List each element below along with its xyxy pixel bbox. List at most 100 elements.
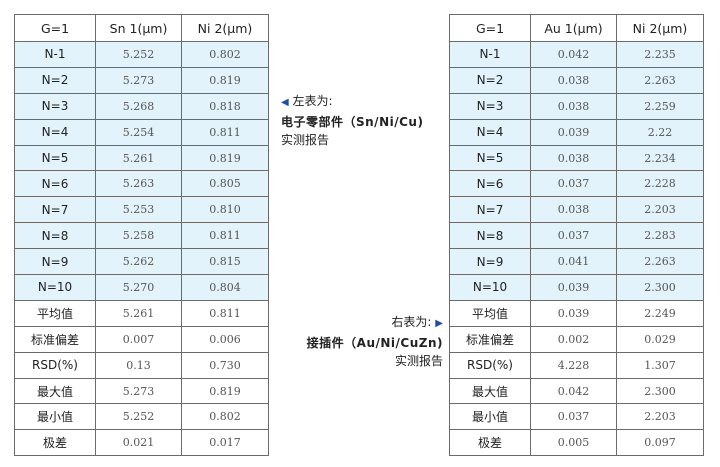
table-cell: N=7 [449,196,531,224]
table-cell: 0.811 [181,118,269,146]
table-cell: 最大值 [14,377,96,405]
table-cell: N=3 [14,92,96,120]
table-cell: 0.005 [530,429,617,457]
stats-row: RSD(%) 4.228 1.307 [449,351,704,379]
table-cell: 0.802 [181,41,269,68]
column-header: Au 1(μm) [530,14,617,42]
table-cell: 5.273 [95,377,182,405]
column-header: G=1 [14,14,96,42]
table-cell: 0.810 [181,196,269,224]
table-row: N-1 0.042 2.235 [449,41,704,68]
table-cell: 0.042 [530,377,617,405]
left-note-label: 左表为: [292,94,333,108]
table-cell: N-1 [14,41,96,68]
table-cell: N=4 [14,118,96,146]
table-row: N=9 0.041 2.263 [449,248,704,276]
table-cell: N=10 [449,274,531,301]
table-cell: 0.819 [181,377,269,405]
table-cell: 0.819 [181,66,269,94]
table-row: N=6 5.263 0.805 [14,170,269,198]
table-cell: 0.805 [181,170,269,198]
table-cell: 0.038 [530,196,617,224]
table-row: N=2 0.038 2.263 [449,66,704,94]
table-cell: N=2 [14,66,96,94]
table-cell: 5.262 [95,248,182,276]
table-cell: 5.273 [95,66,182,94]
table-cell: 0.818 [181,92,269,120]
table-cell: 5.263 [95,170,182,198]
table-cell: 2.228 [616,170,704,198]
table-cell: N=9 [14,248,96,276]
stats-row: 平均值 5.261 0.811 [14,299,269,327]
table-row: N=3 0.038 2.259 [449,92,704,120]
column-header: G=1 [449,14,531,42]
table-cell: 0.037 [530,403,617,431]
table-cell: 0.811 [181,299,269,327]
table-row: N=4 5.254 0.811 [14,118,269,146]
table-cell: N=6 [14,170,96,198]
stats-row: 标准偏差 0.007 0.006 [14,325,269,353]
table-row: N=5 0.038 2.234 [449,144,704,172]
table-cell: 2.203 [616,403,704,431]
table-cell: 0.037 [530,222,617,250]
stats-row: 标准偏差 0.002 0.029 [449,325,704,353]
table-row: N=7 5.253 0.810 [14,196,269,224]
table-cell: N=7 [14,196,96,224]
table-cell: N=10 [14,274,96,301]
table-cell: N=4 [449,118,531,146]
stats-row: RSD(%) 0.13 0.730 [14,351,269,379]
table-row: N=2 5.273 0.819 [14,66,269,94]
table-cell: 2.234 [616,144,704,172]
stats-row: 最大值 0.042 2.300 [449,377,704,405]
table-cell: 2.300 [616,377,704,405]
table-cell: 2.263 [616,66,704,94]
table-cell: 2.249 [616,299,704,327]
table-cell: 极差 [14,429,96,457]
table-row: N=5 5.261 0.819 [14,144,269,172]
table-cell: 0.811 [181,222,269,250]
table-cell: 0.041 [530,248,617,276]
table-cell: N=6 [449,170,531,198]
table-cell: 0.007 [95,325,182,353]
table-cell: 2.235 [616,41,704,68]
table-cell: 2.300 [616,274,704,301]
column-header: Ni 2(μm) [616,14,704,42]
table-cell: RSD(%) [14,351,96,379]
table-row: N=3 5.268 0.818 [14,92,269,120]
table-cell: 0.097 [616,429,704,457]
table-cell: 5.258 [95,222,182,250]
stats-row: 最小值 5.252 0.802 [14,403,269,431]
table-cell: 最小值 [449,403,531,431]
table-cell: 平均值 [14,299,96,327]
table-cell: RSD(%) [449,351,531,379]
table-cell: 0.006 [181,325,269,353]
right-note-label: 右表为: [391,315,432,329]
table-cell: 2.283 [616,222,704,250]
table-cell: 1.307 [616,351,704,379]
table-cell: 0.037 [530,170,617,198]
table-cell: 0.002 [530,325,617,353]
table-cell: 5.261 [95,299,182,327]
stats-row: 极差 0.021 0.017 [14,429,269,457]
table-cell: N=3 [449,92,531,120]
table-cell: 2.203 [616,196,704,224]
table-cell: 0.039 [530,118,617,146]
table-cell: 0.021 [95,429,182,457]
left-note-subtitle: 实测报告 [281,133,330,147]
table-cell: 0.017 [181,429,269,457]
triangle-left-icon: ◀ [281,97,289,108]
table-cell: 最小值 [14,403,96,431]
table-cell: 0.029 [616,325,704,353]
table-cell: 最大值 [449,377,531,405]
right-note-title: 接插件（Au/Ni/CuZn) [306,335,443,350]
column-header: Ni 2(μm) [181,14,269,42]
table-cell: 5.270 [95,274,182,301]
table-cell: 平均值 [449,299,531,327]
table-row: N=10 0.039 2.300 [449,274,704,301]
table-cell: 2.263 [616,248,704,276]
right-note: 右表为: ▶ 接插件（Au/Ni/CuZn) 实测报告 [307,313,443,371]
table-cell: 5.261 [95,144,182,172]
table-cell: 5.252 [95,41,182,68]
table-cell: 0.804 [181,274,269,301]
stats-row: 最大值 5.273 0.819 [14,377,269,405]
